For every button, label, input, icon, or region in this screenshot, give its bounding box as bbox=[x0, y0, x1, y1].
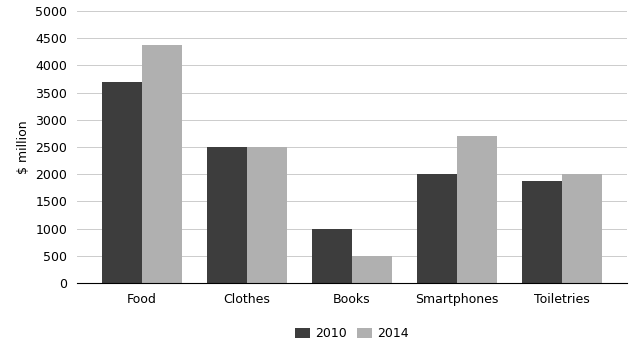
Bar bbox=[142, 45, 182, 283]
Bar bbox=[102, 82, 142, 283]
Bar bbox=[562, 174, 602, 283]
Y-axis label: $ million: $ million bbox=[17, 120, 29, 174]
Bar bbox=[312, 229, 352, 283]
Bar bbox=[247, 147, 287, 283]
Bar bbox=[522, 181, 562, 283]
Bar bbox=[457, 136, 497, 283]
Bar bbox=[417, 174, 457, 283]
Bar bbox=[352, 256, 392, 283]
Legend: 2010, 2014: 2010, 2014 bbox=[291, 322, 413, 345]
Bar bbox=[207, 147, 247, 283]
